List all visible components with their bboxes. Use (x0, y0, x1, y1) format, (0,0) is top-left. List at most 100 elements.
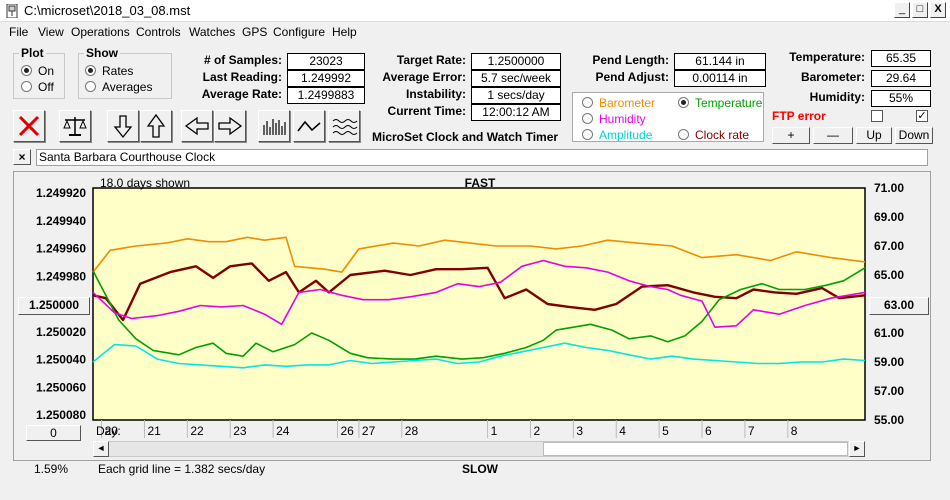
samples-field: 23023 (287, 53, 365, 70)
menu-file[interactable]: File (9, 25, 29, 39)
plot-area (92, 187, 866, 421)
bars-view-button[interactable] (258, 110, 290, 142)
stop-button[interactable] (13, 110, 45, 142)
minus-button[interactable]: — (813, 127, 853, 144)
clock-rate-radio[interactable] (678, 129, 689, 140)
x-tick-label: 22 (190, 424, 204, 438)
temperature-option[interactable]: Temperature (695, 96, 763, 110)
temperature-label: Temperature: (789, 50, 865, 64)
plot-off-radio[interactable] (21, 81, 32, 92)
ftp-checkbox[interactable] (871, 110, 883, 122)
close-button[interactable]: X (930, 2, 946, 18)
slow-label: SLOW (462, 462, 498, 476)
arrow-up-icon (146, 113, 166, 138)
series-lines (92, 236, 866, 369)
average-rate-field: 1.2499883 (287, 87, 365, 104)
menu-watches[interactable]: Watches (189, 25, 236, 39)
center-rate-button[interactable]: 1.250000 (18, 297, 90, 315)
days-shown-label: 18.0 days shown (100, 176, 191, 190)
x-tick-label: 28 (405, 424, 419, 438)
amplitude-option[interactable]: Amplitude (599, 128, 653, 142)
left-axis: 1.249920 1.249940 1.249960 1.249980 1.250020… (36, 186, 86, 422)
scrollbar-thumb[interactable] (543, 442, 848, 456)
right-axis: 71.00 69.00 67.00 65.00 61.00 59.00 57.00 55.00 (874, 181, 904, 427)
plot-on-radio[interactable] (21, 65, 32, 76)
down-arrow-button[interactable] (107, 110, 139, 142)
window-title: C:\microset\2018_03_08.mst (24, 3, 191, 18)
center-temp-button[interactable]: 63.00 (869, 297, 929, 315)
last-reading-field: 1.249992 (287, 70, 365, 87)
x-tick-label: 1 (491, 424, 498, 438)
humidity-radio[interactable] (582, 113, 593, 124)
offset-button[interactable]: 0 (26, 425, 81, 441)
bars-icon (263, 119, 286, 135)
left-tick-label: 1.249920 (36, 186, 86, 200)
menu-help[interactable]: Help (332, 25, 357, 39)
red-x-icon (18, 115, 40, 137)
x-tick-label: 7 (748, 424, 755, 438)
amplitude-radio[interactable] (582, 129, 593, 140)
target-rate-label: Target Rate: (396, 53, 466, 67)
left-tick-label: 1.250080 (36, 408, 86, 422)
plus-button[interactable]: + (772, 127, 810, 144)
grid-note: Each grid line = 1.382 secs/day (98, 462, 266, 476)
clock-name-input[interactable]: Santa Barbara Courthouse Clock (36, 149, 928, 166)
x-tick-label: 4 (619, 424, 626, 438)
humidity-option[interactable]: Humidity (599, 112, 646, 126)
multi-line-view-button[interactable] (328, 110, 360, 142)
temperature-radio[interactable] (678, 97, 689, 108)
multi-wave-icon (332, 119, 358, 135)
x-tick-label: 21 (147, 424, 161, 438)
x-tick-label: 26 (340, 424, 354, 438)
x-tick-label: 5 (662, 424, 669, 438)
x-tick-label: 8 (791, 424, 798, 438)
left-tick-label: 1.249980 (36, 269, 86, 283)
left-tick-label: 1.249960 (36, 242, 86, 256)
day-label: Day: (96, 424, 121, 438)
x-tick-label: 2 (533, 424, 540, 438)
up-arrow-button[interactable] (140, 110, 172, 142)
pend-length-field: 61.144 in (674, 53, 766, 70)
barometer-option[interactable]: Barometer (599, 96, 656, 110)
arrow-left-icon (184, 116, 209, 136)
show-averages-label[interactable]: Averages (102, 80, 153, 94)
right-tick-label: 67.00 (874, 239, 904, 253)
minimize-button[interactable]: _ (894, 2, 910, 18)
humidity-label: Humidity: (809, 90, 865, 104)
show-averages-radio[interactable] (85, 81, 96, 92)
line-view-button[interactable] (293, 110, 325, 142)
scroll-left-arrow[interactable]: ◄ (93, 441, 109, 457)
right-tick-label: 57.00 (874, 384, 904, 398)
current-time-field: 12:00:12 AM (471, 104, 561, 121)
menu-view[interactable]: View (38, 25, 64, 39)
scale-icon (63, 117, 87, 136)
show-group (78, 53, 172, 99)
plot-on-label[interactable]: On (38, 64, 55, 78)
barometer-series-line (92, 236, 866, 273)
last-reading-label: Last Reading: (202, 70, 282, 84)
plot-off-label[interactable]: Off (38, 80, 54, 94)
show-rates-radio[interactable] (85, 65, 96, 76)
app-caption: MicroSet Clock and Watch Timer (372, 130, 559, 144)
show-rates-label[interactable]: Rates (102, 64, 134, 78)
balance-button[interactable] (59, 110, 91, 142)
up-button[interactable]: Up (856, 127, 892, 144)
menu-controls[interactable]: Controls (136, 25, 181, 39)
clock-rate-option[interactable]: Clock rate (695, 128, 750, 142)
clock-app-icon (6, 4, 18, 18)
menu-gps[interactable]: GPS (242, 25, 268, 39)
menu-configure[interactable]: Configure (273, 25, 326, 39)
clear-name-button[interactable]: × (13, 149, 31, 165)
maximize-button[interactable]: □ (912, 2, 928, 18)
target-rate-field: 1.2500000 (471, 53, 561, 70)
barometer-radio[interactable] (582, 97, 593, 108)
scroll-left-button[interactable] (181, 110, 213, 142)
scroll-right-arrow[interactable]: ► (849, 441, 865, 457)
menu-operations[interactable]: Operations (71, 25, 130, 39)
menu-bar: File View Operations Controls Watches GP… (0, 22, 950, 42)
x-tick-label: 24 (276, 424, 290, 438)
down-button[interactable]: Down (895, 127, 933, 144)
scroll-right-button[interactable] (214, 110, 246, 142)
barometer-field: 29.64 (871, 70, 931, 87)
ftp-checkbox-checked[interactable]: ✓ (916, 110, 928, 122)
